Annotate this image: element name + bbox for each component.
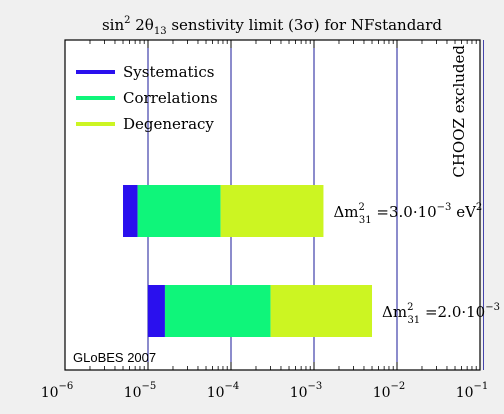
bar-segment-degeneracy [220, 185, 324, 237]
bar-segment-correlations [137, 185, 221, 237]
watermark: GLoBES 2007 [73, 350, 156, 365]
legend-label-degeneracy: Degeneracy [123, 115, 214, 133]
bar-label: Δm2 31 =3.0·10−3 eV2 [333, 202, 482, 226]
x-tick-label: 10−6 [41, 381, 74, 401]
x-tick-label: 10−4 [207, 381, 240, 401]
legend-label-correlations: Correlations [123, 89, 218, 107]
excluded-region-label: CHOOZ excluded [450, 45, 468, 178]
bar-segment-systematics [123, 185, 138, 237]
bar-segment-systematics [148, 285, 165, 337]
x-tick-label: 10−1 [456, 381, 489, 401]
x-tick-label: 10−5 [124, 381, 157, 401]
x-tick-label: 10−2 [373, 381, 406, 401]
bar-segment-degeneracy [270, 285, 373, 337]
plot-frame [64, 39, 481, 371]
x-tick-label: 10−3 [290, 381, 323, 401]
chart-title: sin2 2θ13 senstivity limit (3σ) for NFst… [102, 15, 442, 37]
bar-segment-correlations [164, 285, 271, 337]
legend-label-systematics: Systematics [123, 63, 214, 81]
